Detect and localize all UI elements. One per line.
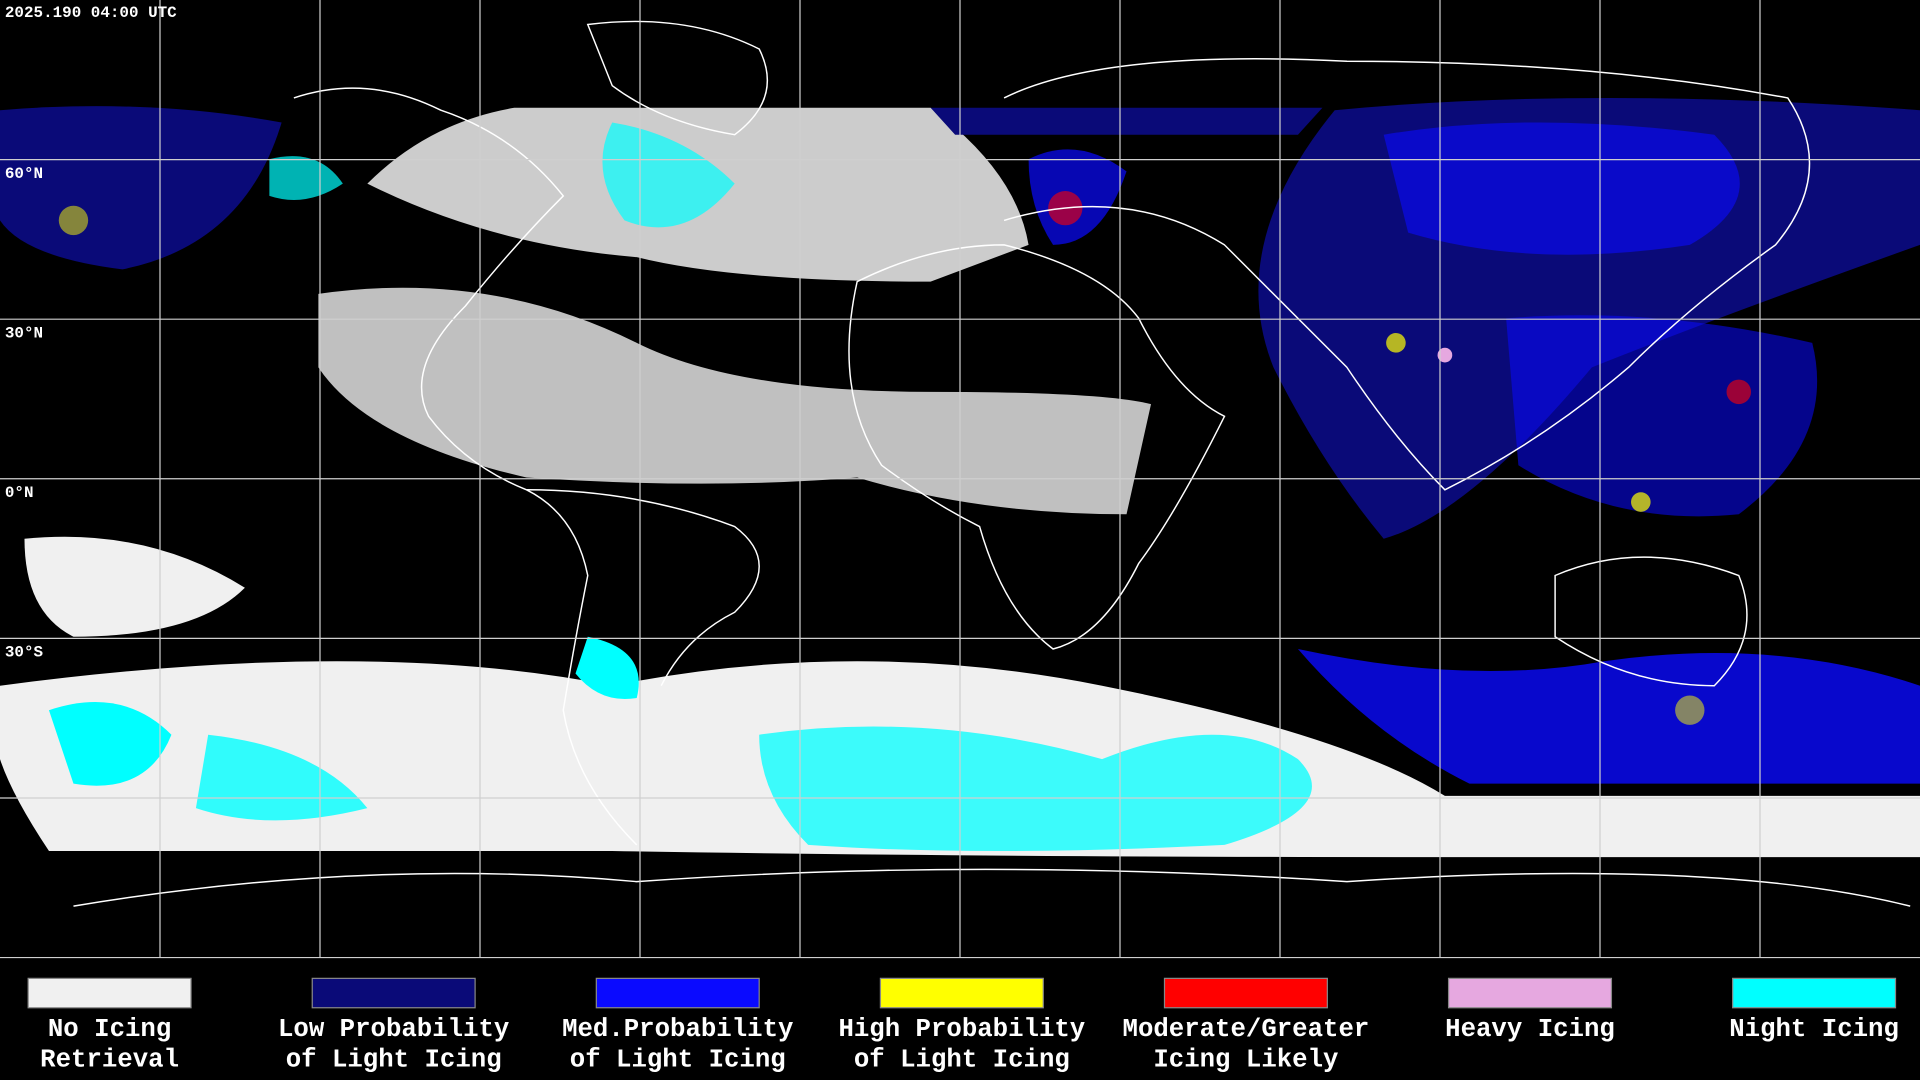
timestamp: 2025.190 04:00 UTC bbox=[5, 4, 177, 22]
legend-swatch bbox=[1732, 977, 1897, 1009]
legend-label: of Light Icing bbox=[854, 1046, 1070, 1075]
legend-label: Retrieval bbox=[40, 1046, 179, 1075]
legend-item: Heavy Icing bbox=[1445, 977, 1615, 1044]
legend-label: of Light Icing bbox=[570, 1046, 786, 1075]
legend-swatch bbox=[1163, 977, 1328, 1009]
latitude-labels: 60°N 30°N 0°N 30°S bbox=[5, 165, 44, 662]
legend-label: Moderate/Greater bbox=[1123, 1015, 1370, 1044]
legend-label: Low Probability bbox=[278, 1015, 509, 1044]
latitude-label: 30°N bbox=[5, 325, 43, 343]
latitude-label: 0°N bbox=[5, 484, 34, 502]
coastlines bbox=[73, 20, 1911, 907]
icing-region bbox=[0, 97, 1920, 784]
legend-swatch bbox=[311, 977, 476, 1009]
legend-swatch bbox=[879, 977, 1044, 1009]
legend-swatch bbox=[1447, 977, 1613, 1009]
legend-label: Night Icing bbox=[1729, 1015, 1899, 1044]
legend-label: No Icing bbox=[48, 1015, 171, 1044]
graticule bbox=[0, 0, 1920, 959]
latitude-label: 30°S bbox=[5, 644, 44, 662]
legend-label: Icing Likely bbox=[1153, 1046, 1338, 1075]
latitude-label: 60°N bbox=[5, 165, 43, 183]
legend-item: Night Icing bbox=[1729, 977, 1899, 1044]
legend-swatch bbox=[27, 977, 192, 1009]
legend-swatch bbox=[595, 977, 760, 1009]
legend-label: Med.Probability bbox=[562, 1015, 793, 1044]
legend-label: High Probability bbox=[838, 1015, 1085, 1044]
legend-label: Heavy Icing bbox=[1445, 1015, 1615, 1044]
legend-label: of Light Icing bbox=[286, 1046, 502, 1075]
